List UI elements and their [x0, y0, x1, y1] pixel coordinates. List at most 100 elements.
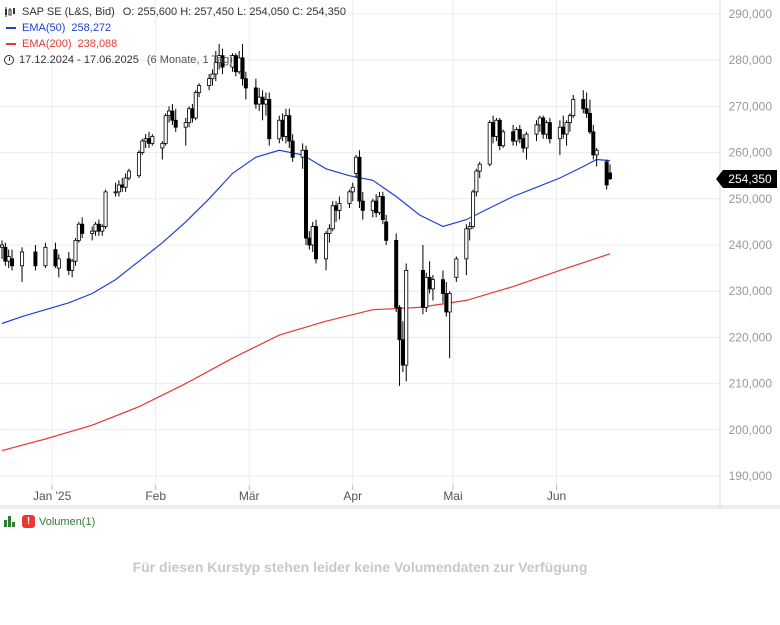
- x-tick-label: Jan '25: [33, 489, 72, 503]
- candle-body: [591, 131, 596, 156]
- candle-body: [187, 108, 192, 123]
- candle-body: [584, 108, 589, 114]
- candle: [33, 245, 38, 271]
- candle-body: [260, 96, 265, 105]
- candle: [167, 106, 172, 123]
- candle-body: [56, 258, 61, 269]
- candle: [76, 221, 81, 243]
- candle: [524, 131, 529, 160]
- candle: [471, 189, 476, 229]
- candle-body: [126, 170, 131, 179]
- candle-body: [190, 108, 195, 119]
- price-chart[interactable]: 190,000 200,000 210,000 220,000 230,000 240,0…: [0, 0, 780, 509]
- candle-body: [521, 138, 526, 149]
- candle: [123, 173, 128, 192]
- legend-ema200[interactable]: EMA(200) 238,088: [4, 37, 117, 51]
- candle: [517, 124, 522, 144]
- candle-body: [501, 131, 506, 147]
- volume-title[interactable]: ! Volumen(1): [4, 515, 95, 528]
- y-tick-label: 190,000: [729, 469, 773, 483]
- candle: [240, 44, 245, 86]
- y-tick-label: 280,000: [729, 53, 773, 67]
- candle-body: [537, 117, 542, 126]
- candle: [103, 189, 108, 229]
- candle-body: [400, 339, 405, 366]
- candle-body: [193, 92, 198, 119]
- candle-body: [146, 138, 151, 144]
- candle: [608, 164, 613, 181]
- candle-body: [303, 149, 308, 239]
- candle-body: [534, 124, 539, 135]
- candle-body: [564, 122, 569, 135]
- candle: [494, 117, 499, 142]
- date-range: 17.12.2024 - 17.06.2025: [19, 54, 139, 66]
- candle: [10, 249, 15, 271]
- candle: [584, 92, 589, 118]
- candle: [350, 182, 355, 202]
- candle-body: [310, 226, 315, 246]
- candle-body: [33, 251, 38, 267]
- candle: [197, 83, 202, 98]
- candle: [477, 161, 482, 179]
- candle: [404, 263, 409, 382]
- candle-body: [477, 163, 482, 172]
- candle: [334, 201, 339, 222]
- candle-body: [307, 237, 312, 246]
- candle-body: [20, 251, 25, 267]
- candle: [207, 74, 212, 91]
- candle-body: [3, 246, 8, 262]
- candle: [594, 147, 599, 167]
- candle-body: [100, 226, 105, 232]
- candle-body: [257, 96, 262, 105]
- candle: [3, 242, 8, 266]
- candle: [514, 127, 519, 146]
- candle-body: [140, 140, 145, 154]
- candle: [567, 113, 572, 132]
- candle: [136, 150, 141, 179]
- candle: [360, 191, 365, 220]
- legend-ema50[interactable]: EMA(50) 258,272: [4, 21, 111, 35]
- candle: [183, 117, 188, 146]
- candle: [267, 92, 272, 146]
- candle: [454, 256, 459, 282]
- candle: [467, 221, 472, 241]
- candle-body: [213, 62, 218, 75]
- candle-body: [467, 226, 472, 230]
- candle: [43, 242, 48, 269]
- candle: [143, 134, 148, 148]
- candle: [0, 240, 4, 259]
- candle: [370, 198, 375, 218]
- candle-body: [300, 149, 305, 158]
- candle-body: [561, 126, 566, 135]
- ohlc-values: O: 255,600 H: 257,450 L: 254,050 C: 254,…: [122, 6, 346, 18]
- candle: [337, 196, 342, 220]
- candle-body: [173, 119, 178, 128]
- candle-body: [0, 244, 4, 248]
- candle: [80, 217, 85, 239]
- x-tick-label: Jun: [547, 489, 566, 503]
- candle: [447, 291, 452, 359]
- candle-body: [608, 172, 613, 180]
- candle-body: [420, 270, 425, 308]
- candle: [420, 245, 425, 315]
- candle-body: [277, 119, 282, 140]
- candle-body: [377, 196, 382, 214]
- candle: [126, 168, 131, 181]
- candle: [243, 71, 248, 100]
- candle: [544, 120, 549, 139]
- candle-body: [497, 119, 502, 147]
- candle-body: [587, 112, 592, 133]
- candle-body: [430, 279, 435, 290]
- candle: [347, 189, 352, 209]
- candle-body: [474, 170, 479, 193]
- candle: [400, 321, 405, 373]
- candle-body: [120, 184, 125, 188]
- candle: [474, 168, 479, 197]
- candle: [430, 275, 435, 301]
- candle-body: [96, 223, 101, 232]
- candle: [327, 224, 332, 243]
- candle: [537, 115, 542, 132]
- candle: [487, 120, 492, 167]
- candle-body: [444, 293, 449, 313]
- candle: [73, 238, 78, 266]
